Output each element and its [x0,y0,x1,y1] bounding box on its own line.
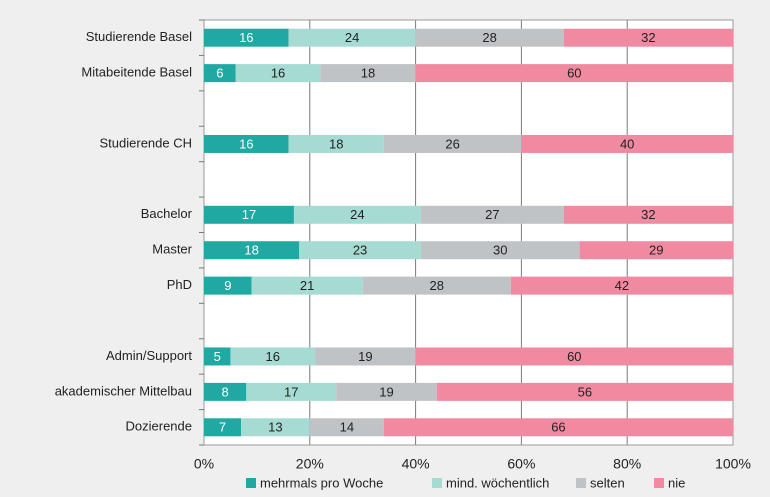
y-tick-label: Dozierende [126,419,193,434]
bar-segment [383,418,733,437]
data-label: 26 [445,136,459,151]
data-label: 60 [567,349,581,364]
bar-segment [563,28,733,47]
bar-segment [241,418,310,437]
data-label: 18 [361,66,375,81]
bar-segment [309,418,384,437]
bar-segment [299,241,421,260]
data-label: 17 [284,384,298,399]
data-label: 5 [214,349,221,364]
bar-segment [563,205,733,224]
bar-segment [415,347,733,366]
bar-segment [415,28,564,47]
data-label: 28 [430,278,444,293]
bar-segment [204,28,289,47]
data-label: 18 [329,136,343,151]
data-label: 27 [485,207,499,222]
bar-segment [204,205,294,224]
data-label: 16 [266,349,280,364]
legend-swatch [654,478,664,488]
data-label: 42 [615,278,629,293]
bar-segment [204,241,300,260]
data-label: 8 [222,384,229,399]
bar-segment [436,382,733,401]
x-tick-label: 80% [613,456,641,472]
bar-segment [204,382,247,401]
data-label: 6 [216,66,223,81]
bar-segment [246,382,337,401]
data-label: 18 [244,243,258,258]
y-tick-label: Studierende CH [100,135,193,150]
data-label: 16 [271,66,285,81]
data-label: 16 [239,136,253,151]
data-label: 16 [239,30,253,45]
data-label: 19 [358,349,372,364]
y-tick-label: akademischer Mittelbau [55,383,192,398]
bar-segment [230,347,316,366]
bar-segment [288,28,416,47]
bar-segment [521,134,733,153]
bar-segment [204,347,231,366]
bar-segment [204,134,289,153]
bar-segment [415,64,733,83]
x-tick-label: 60% [507,456,535,472]
bar-segment [383,134,522,153]
y-tick-label: Bachelor [141,206,193,221]
legend-label: selten [590,475,625,490]
y-tick-label: Admin/Support [106,348,192,363]
x-tick-label: 100% [715,456,751,472]
legend-swatch [576,478,586,488]
bar-segment [510,276,733,295]
data-label: 17 [242,207,256,222]
bar-segment [204,276,252,295]
data-label: 24 [350,207,364,222]
bar-segment [315,347,416,366]
bar-segment [204,64,236,83]
plot-area [204,20,733,445]
data-label: 30 [493,243,507,258]
bar-segment [293,205,421,224]
y-tick-label: Mitabeitende Basel [81,65,192,80]
bar-segment [204,418,242,437]
x-tick-label: 20% [296,456,324,472]
x-tick-label: 40% [402,456,430,472]
legend-label: nie [668,475,685,490]
legend-swatch [432,478,442,488]
data-label: 40 [620,136,634,151]
data-label: 21 [300,278,314,293]
data-label: 13 [268,420,282,435]
y-tick-label: Master [152,242,192,257]
data-label: 23 [353,243,367,258]
data-label: 24 [345,30,359,45]
data-label: 32 [641,207,655,222]
data-label: 29 [649,243,663,258]
y-tick-label: Studierende Basel [86,29,192,44]
data-label: 7 [219,420,226,435]
data-label: 32 [641,30,655,45]
bar-segment [320,64,416,83]
y-tick-label: PhD [167,277,192,292]
bar-segment [579,241,733,260]
data-label: 9 [224,278,231,293]
data-label: 28 [482,30,496,45]
data-label: 19 [379,384,393,399]
data-label: 14 [340,420,354,435]
legend-label: mind. wöchentlich [446,475,549,490]
data-label: 60 [567,66,581,81]
bar-segment [251,276,363,295]
bar-segment [420,241,580,260]
bar-segment [362,276,511,295]
bar-segment [288,134,384,153]
bar-segment [235,64,321,83]
data-label: 56 [578,384,592,399]
bar-segment [336,382,437,401]
bar-segment [420,205,564,224]
x-tick-label: 0% [194,456,214,472]
legend-swatch [246,478,256,488]
legend-label: mehrmals pro Woche [260,475,383,490]
data-label: 66 [551,420,565,435]
